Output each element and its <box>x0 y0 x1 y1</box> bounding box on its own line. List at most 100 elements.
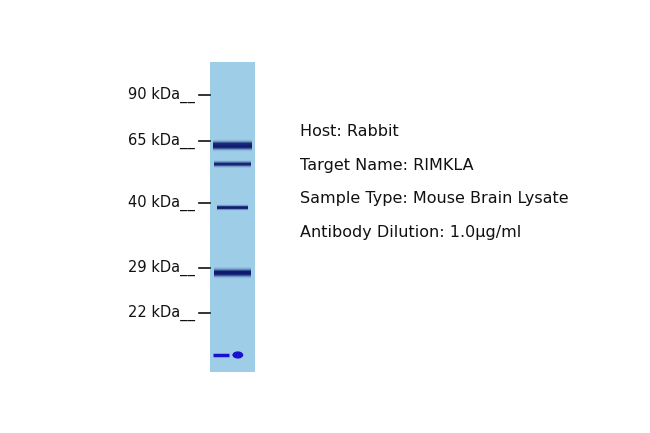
Bar <box>214 276 251 277</box>
Bar <box>214 275 251 276</box>
Bar <box>214 268 251 269</box>
Bar <box>213 147 252 148</box>
Bar <box>214 271 251 272</box>
Text: Host: Rabbit: Host: Rabbit <box>300 124 399 139</box>
Bar <box>214 167 250 168</box>
Bar <box>216 208 248 209</box>
Bar <box>213 140 252 141</box>
Bar <box>216 205 248 206</box>
Text: 65 kDa__: 65 kDa__ <box>128 133 194 149</box>
Bar <box>213 139 252 140</box>
Bar <box>216 205 248 206</box>
Bar <box>213 145 252 146</box>
Bar <box>213 142 252 143</box>
Bar <box>216 207 248 208</box>
Bar <box>213 151 252 152</box>
Bar <box>216 204 248 205</box>
Bar <box>213 145 252 146</box>
Bar <box>216 206 248 207</box>
Bar <box>213 148 252 149</box>
Bar <box>214 165 250 166</box>
Bar <box>214 166 250 167</box>
Bar <box>214 165 250 166</box>
Bar <box>216 208 248 209</box>
Bar <box>214 272 251 273</box>
Bar <box>213 143 252 144</box>
Bar <box>214 276 251 277</box>
Bar <box>214 167 250 168</box>
Bar <box>216 206 248 207</box>
Bar <box>214 162 250 163</box>
Bar <box>213 148 252 149</box>
Bar <box>214 162 250 163</box>
Bar <box>214 162 250 163</box>
Bar <box>213 149 252 150</box>
Bar <box>214 270 251 271</box>
Bar <box>214 269 251 270</box>
Bar <box>214 164 250 165</box>
Bar <box>213 144 252 145</box>
Bar <box>214 271 251 272</box>
Bar <box>213 147 252 148</box>
Bar <box>214 278 251 279</box>
Bar <box>213 144 252 145</box>
Bar <box>213 139 252 140</box>
Bar <box>214 275 251 276</box>
Bar <box>213 148 252 149</box>
Bar <box>213 140 252 141</box>
Bar <box>214 164 250 165</box>
Bar <box>216 207 248 208</box>
Bar <box>213 144 252 145</box>
Bar <box>214 166 250 167</box>
Bar <box>213 142 252 143</box>
Bar <box>214 161 250 162</box>
Bar <box>214 268 251 269</box>
Text: 22 kDa__: 22 kDa__ <box>127 305 194 321</box>
Bar <box>214 272 251 273</box>
Bar <box>214 267 251 268</box>
Bar <box>216 204 248 205</box>
Bar <box>213 150 252 151</box>
Bar <box>216 208 248 209</box>
Bar <box>216 209 248 210</box>
Text: Target Name: RIMKLA: Target Name: RIMKLA <box>300 158 474 173</box>
Bar <box>214 166 250 167</box>
Bar <box>214 272 251 273</box>
Bar <box>216 207 248 208</box>
Bar <box>214 163 250 164</box>
Bar <box>216 205 248 206</box>
Bar <box>214 271 251 272</box>
Bar <box>214 276 251 277</box>
Bar <box>214 268 251 269</box>
Bar <box>214 273 251 274</box>
Bar <box>214 270 251 271</box>
Bar <box>214 160 250 161</box>
Bar <box>213 149 252 150</box>
Bar <box>213 146 252 147</box>
Bar <box>213 139 252 140</box>
Bar <box>214 274 251 275</box>
Bar <box>216 205 248 206</box>
Bar <box>213 149 252 150</box>
Bar <box>214 160 250 161</box>
Bar <box>216 209 248 210</box>
Text: 29 kDa__: 29 kDa__ <box>127 260 194 276</box>
Text: 40 kDa__: 40 kDa__ <box>127 195 194 211</box>
Bar <box>214 163 250 164</box>
Bar <box>216 207 248 208</box>
Bar <box>213 140 252 141</box>
Text: Antibody Dilution: 1.0µg/ml: Antibody Dilution: 1.0µg/ml <box>300 224 522 239</box>
Text: Sample Type: Mouse Brain Lysate: Sample Type: Mouse Brain Lysate <box>300 191 569 206</box>
Bar <box>214 161 250 162</box>
Bar <box>214 267 251 268</box>
Bar <box>214 161 250 162</box>
Bar <box>216 206 248 207</box>
Bar <box>213 141 252 142</box>
Text: 90 kDa__: 90 kDa__ <box>127 87 194 103</box>
Bar <box>213 151 252 152</box>
Bar <box>216 208 248 209</box>
Bar <box>214 269 251 270</box>
Bar <box>214 267 251 268</box>
Bar <box>216 209 248 210</box>
Bar <box>210 62 255 372</box>
